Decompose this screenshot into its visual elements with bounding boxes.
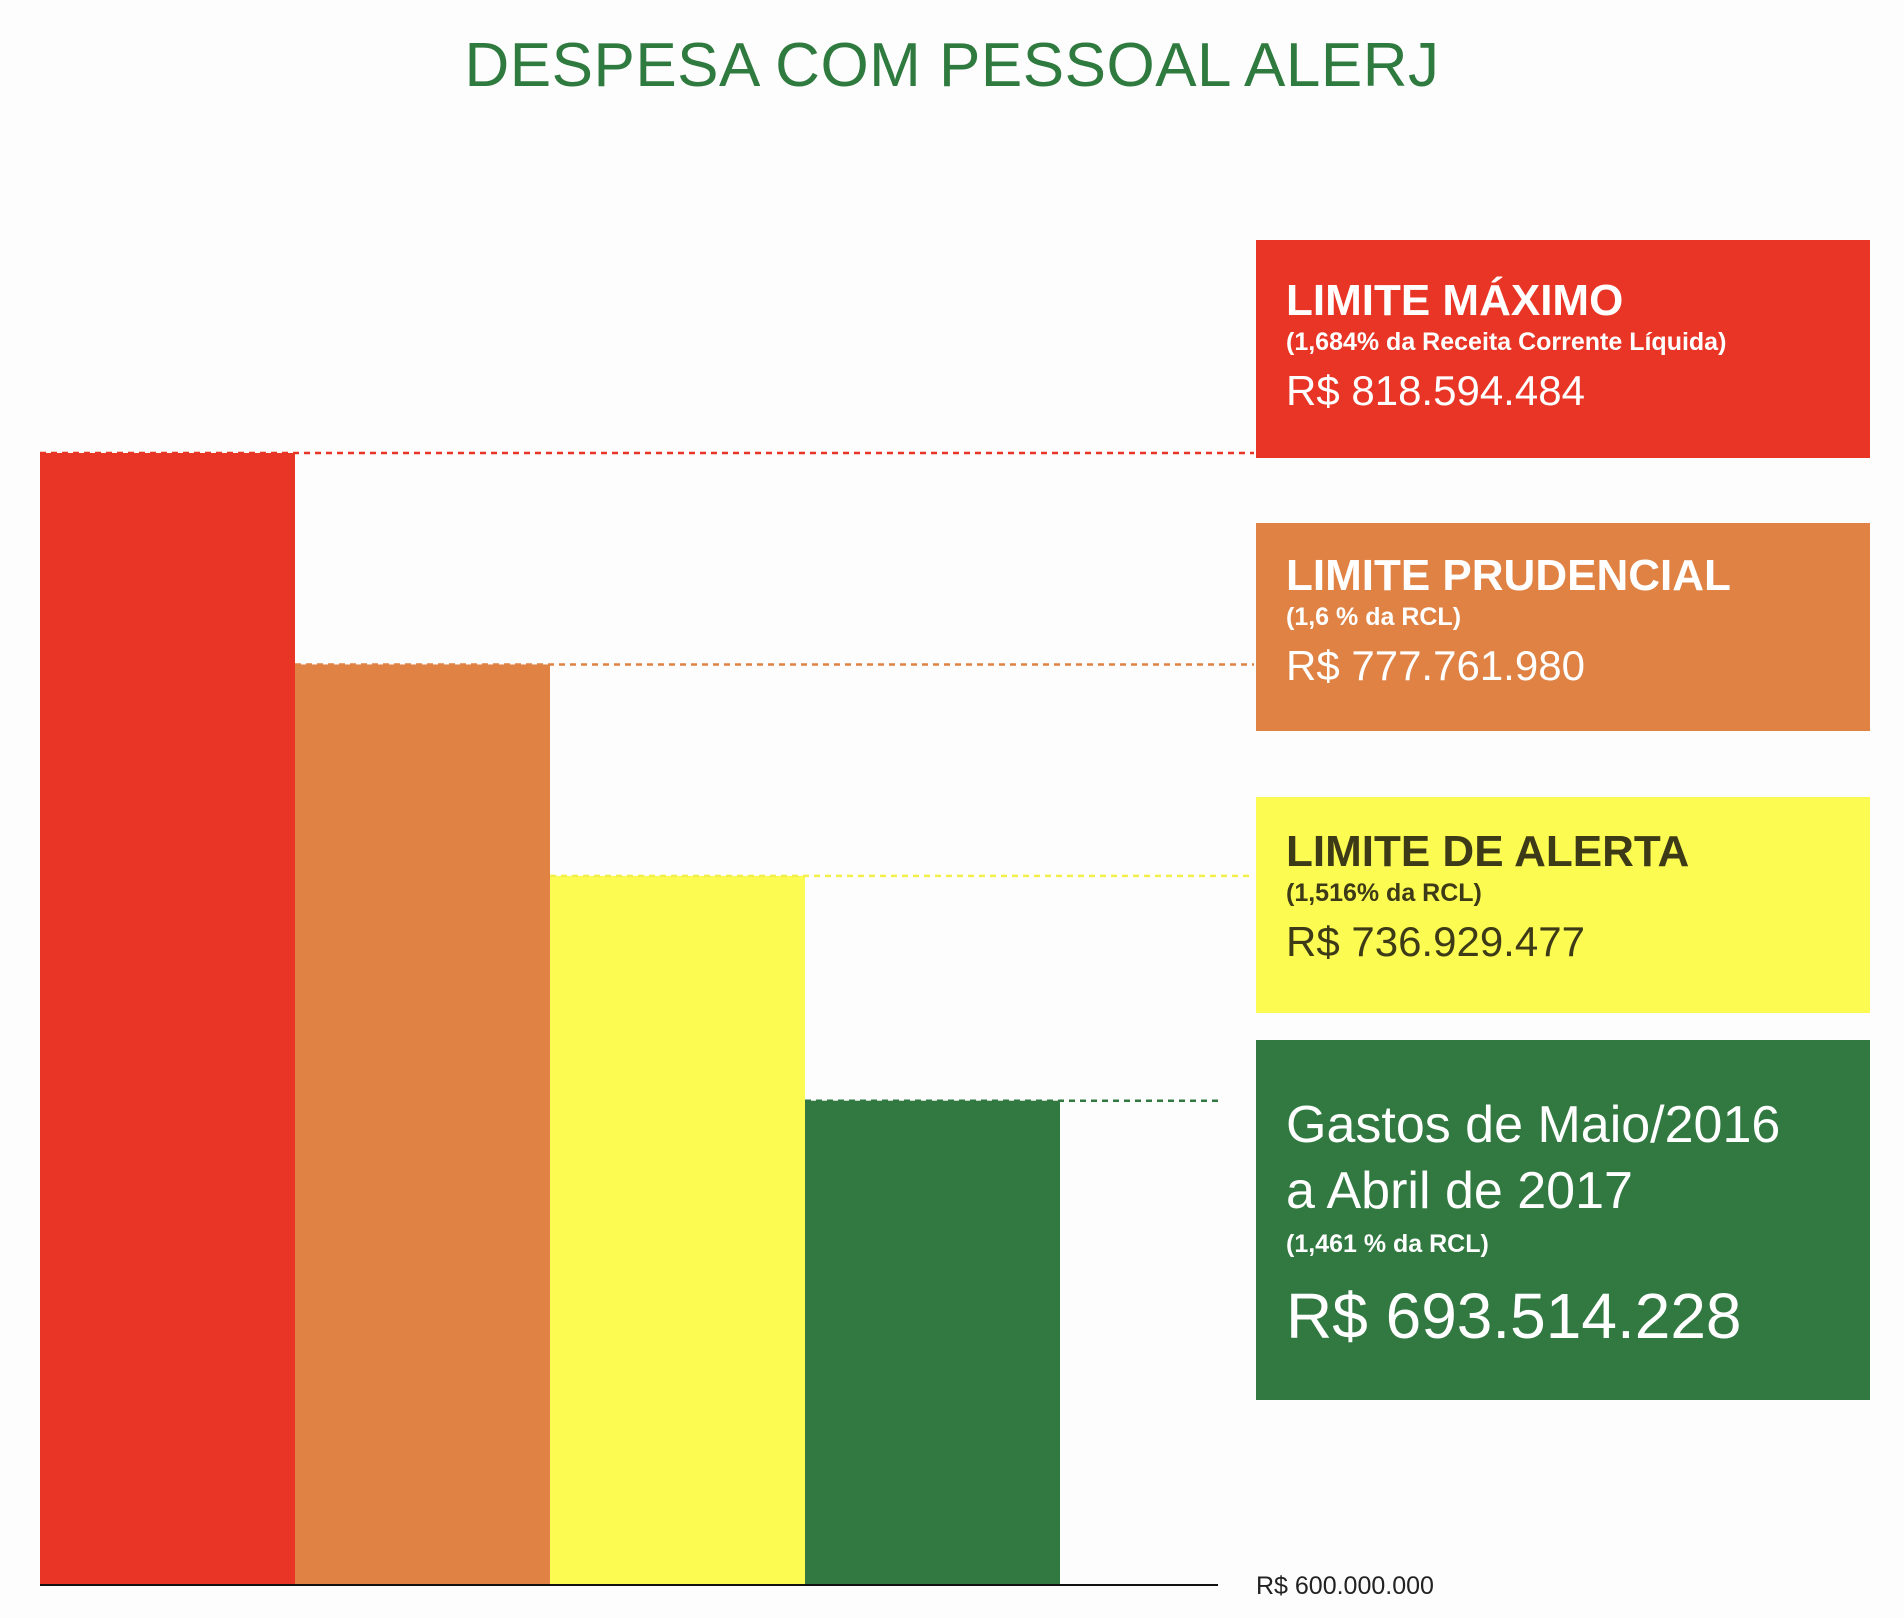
limite-alerta-bar [550, 875, 805, 1585]
limite-alerta-value: R$ 736.929.477 [1286, 918, 1585, 965]
limite-prudencial-label-box: LIMITE PRUDENCIAL (1,6 % da RCL) R$ 777.… [1256, 523, 1870, 731]
limite-maximo-bar [40, 453, 295, 1585]
limite-alerta-subtitle: (1,516% da RCL) [1286, 879, 1482, 907]
limite-prudencial-bar [295, 664, 550, 1585]
chart-title: DESPESA COM PESSOAL ALERJ [464, 31, 1440, 100]
gastos-value: R$ 693.514.228 [1286, 1280, 1742, 1352]
gastos-title-line2: a Abril de 2017 [1286, 1162, 1633, 1220]
gastos-bar [805, 1100, 1060, 1585]
limite-prudencial-title: LIMITE PRUDENCIAL [1286, 551, 1731, 600]
reference-lines-layer [40, 451, 1254, 1102]
limite-maximo-label-box: LIMITE MÁXIMO (1,684% da Receita Corrent… [1256, 240, 1870, 458]
limite-maximo-subtitle: (1,684% da Receita Corrente Líquida) [1286, 328, 1727, 356]
gastos-subtitle: (1,461 % da RCL) [1286, 1230, 1489, 1258]
gastos-title-line1: Gastos de Maio/2016 [1286, 1096, 1781, 1154]
bars-layer [40, 453, 1060, 1585]
axis-base-label: R$ 600.000.000 [1256, 1572, 1434, 1600]
limite-maximo-value: R$ 818.594.484 [1286, 367, 1585, 414]
limite-prudencial-subtitle: (1,6 % da RCL) [1286, 603, 1462, 631]
limite-alerta-title: LIMITE DE ALERTA [1286, 827, 1690, 876]
limite-maximo-title: LIMITE MÁXIMO [1286, 276, 1624, 325]
limite-alerta-label-box: LIMITE DE ALERTA (1,516% da RCL) R$ 736.… [1256, 797, 1870, 1013]
limite-prudencial-value: R$ 777.761.980 [1286, 642, 1585, 689]
gastos-label-box: Gastos de Maio/2016 a Abril de 2017 (1,4… [1256, 1040, 1870, 1400]
